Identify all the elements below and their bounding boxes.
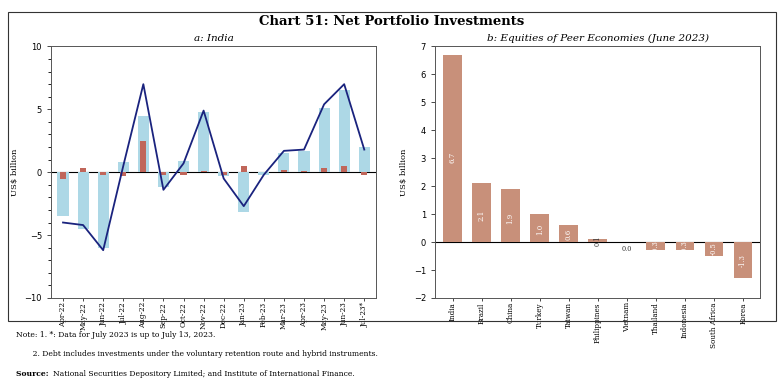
Bar	[281, 170, 287, 172]
Bar	[676, 242, 695, 250]
Title: b: Equities of Peer Economies (June 2023): b: Equities of Peer Economies (June 2023…	[487, 34, 709, 43]
Bar	[501, 189, 520, 242]
Bar	[588, 239, 608, 242]
Bar	[120, 172, 126, 176]
Text: -1.3: -1.3	[739, 254, 747, 267]
Bar	[198, 112, 209, 172]
Bar	[559, 225, 578, 242]
Bar	[530, 214, 549, 242]
Bar	[201, 171, 207, 172]
Text: Source:: Source:	[16, 370, 51, 378]
Bar	[80, 168, 86, 172]
Bar	[647, 242, 666, 250]
Bar	[318, 108, 329, 172]
Text: 1.0: 1.0	[535, 224, 543, 235]
Bar	[341, 166, 347, 172]
Bar	[339, 91, 350, 172]
Bar	[361, 172, 368, 175]
Title: a: India: a: India	[194, 34, 234, 43]
Text: 2.1: 2.1	[477, 210, 485, 221]
Bar	[100, 172, 106, 175]
Bar	[60, 172, 66, 178]
Bar	[118, 162, 129, 172]
Bar	[258, 172, 270, 175]
Bar	[321, 168, 327, 172]
Text: Chart 51: Net Portfolio Investments: Chart 51: Net Portfolio Investments	[260, 15, 524, 28]
Bar	[178, 161, 189, 172]
Y-axis label: US$ billion: US$ billion	[401, 149, 408, 196]
Bar	[359, 147, 370, 172]
Bar	[98, 172, 109, 248]
Bar	[241, 166, 247, 172]
Text: -0.3: -0.3	[681, 240, 689, 253]
Bar	[301, 171, 307, 172]
Bar	[705, 242, 724, 256]
Bar	[472, 183, 491, 242]
Bar	[138, 116, 149, 172]
Bar	[734, 242, 753, 278]
Bar	[278, 153, 289, 172]
Text: 6.7: 6.7	[448, 152, 456, 163]
Bar	[158, 172, 169, 187]
Text: 0.1: 0.1	[593, 235, 602, 246]
Bar	[57, 172, 68, 216]
Bar	[299, 151, 310, 172]
Text: 2. Debt includes investments under the voluntary retention route and hybrid inst: 2. Debt includes investments under the v…	[16, 350, 378, 358]
Text: National Securities Depository Limited; and Institute of International Finance.: National Securities Depository Limited; …	[53, 370, 355, 378]
Text: 1.9: 1.9	[506, 212, 514, 224]
Text: -0.5: -0.5	[710, 243, 718, 255]
Bar	[218, 172, 229, 176]
Text: 0.0: 0.0	[622, 245, 632, 253]
Bar	[220, 172, 227, 175]
Text: -0.3: -0.3	[652, 240, 660, 253]
Text: Note: 1. *: Data for July 2023 is up to July 13, 2023.: Note: 1. *: Data for July 2023 is up to …	[16, 331, 215, 339]
Y-axis label: US$ billion: US$ billion	[11, 149, 19, 196]
Bar	[78, 172, 89, 229]
Bar	[161, 172, 166, 175]
Bar	[443, 55, 462, 242]
Text: 0.6: 0.6	[564, 229, 573, 240]
Bar	[238, 172, 249, 212]
Bar	[140, 141, 147, 172]
Bar	[180, 172, 187, 175]
